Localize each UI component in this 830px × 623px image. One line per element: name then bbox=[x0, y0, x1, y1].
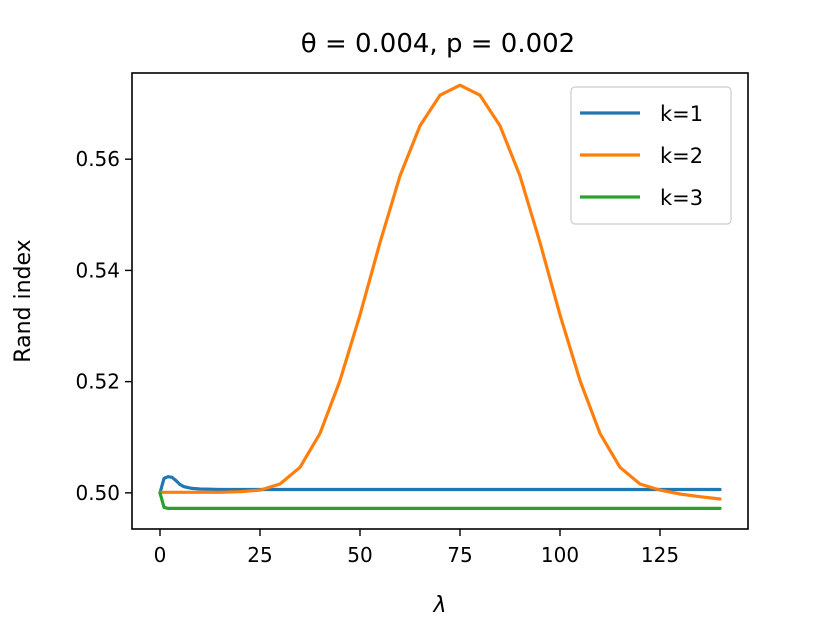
y-tick-label: 0.50 bbox=[75, 481, 120, 505]
series-line-3 bbox=[158, 491, 722, 510]
x-axis-label: λ bbox=[432, 593, 446, 618]
x-tick-label: 100 bbox=[541, 543, 579, 567]
y-axis-label: Rand index bbox=[11, 239, 36, 362]
series-line-1 bbox=[158, 475, 722, 495]
x-tick-label: 0 bbox=[154, 543, 167, 567]
legend: k=1 k=2 k=3 bbox=[570, 86, 732, 225]
y-tick-label: 0.52 bbox=[75, 370, 120, 394]
series-lines bbox=[158, 83, 722, 510]
y-axis: 0.50 0.52 0.54 0.56 bbox=[75, 147, 132, 505]
plot-frame bbox=[131, 72, 749, 530]
x-tick-label: 50 bbox=[347, 543, 372, 567]
legend-label: k=1 bbox=[660, 102, 703, 126]
chart-title: θ = 0.004, p = 0.002 bbox=[301, 29, 575, 59]
x-axis: 0 25 50 75 100 125 bbox=[154, 529, 679, 567]
x-tick-label: 25 bbox=[247, 543, 272, 567]
legend-frame bbox=[570, 86, 732, 225]
legend-label: k=3 bbox=[660, 186, 703, 210]
y-tick-label: 0.56 bbox=[75, 147, 120, 171]
x-tick-label: 75 bbox=[447, 543, 472, 567]
series-line-2 bbox=[158, 83, 722, 501]
legend-label: k=2 bbox=[660, 144, 703, 168]
x-tick-label: 125 bbox=[641, 543, 679, 567]
y-tick-label: 0.54 bbox=[75, 258, 120, 282]
